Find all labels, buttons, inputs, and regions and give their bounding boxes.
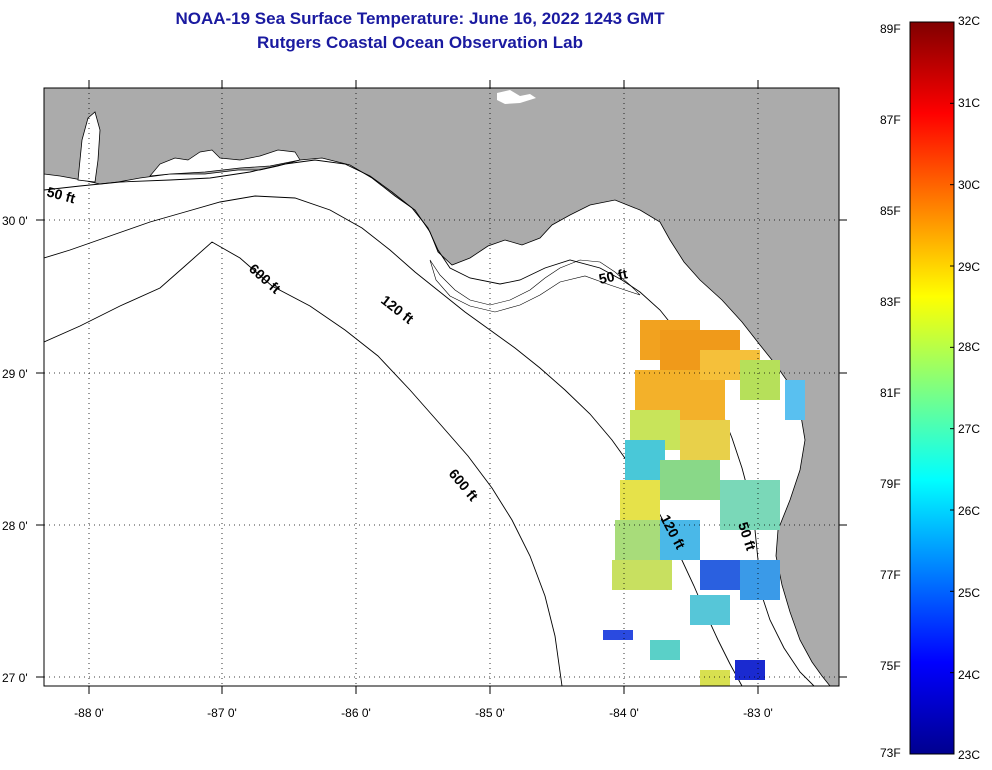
lon-label: -84 0': [609, 706, 639, 720]
colorbar-c-label: 26C: [958, 504, 981, 518]
lat-label: 28 0': [2, 519, 28, 533]
lon-label: -87 0': [207, 706, 237, 720]
colorbar-f-label: 77F: [880, 568, 901, 582]
colorbar-f-label: 87F: [880, 113, 901, 127]
sst-patch: [620, 480, 660, 520]
colorbar-f-label: 79F: [880, 477, 901, 491]
lake: [497, 90, 536, 104]
tick-marks: [36, 80, 847, 694]
colorbar-c-label: 28C: [958, 340, 981, 354]
lon-label: -85 0': [475, 706, 505, 720]
colorbar: [909, 21, 955, 755]
colorbar-f-label: 81F: [880, 386, 901, 400]
mobile-bay: [77, 111, 101, 183]
sst-patch: [735, 660, 765, 680]
map-title: NOAA-19 Sea Surface Temperature: June 16…: [175, 9, 665, 28]
sst-patch: [690, 595, 730, 625]
sst-patch: [660, 460, 720, 500]
contour-label: 50 ft: [597, 265, 629, 287]
colorbar-c-label: 27C: [958, 422, 981, 436]
big-bend-coast: [429, 259, 641, 313]
colorbar-c-label: 24C: [958, 668, 981, 682]
sst-patch: [785, 380, 805, 420]
sst-patch: [720, 480, 780, 530]
contour-120ft: [44, 195, 743, 686]
contour-600ft: [44, 241, 563, 686]
colorbar-f-label: 75F: [880, 659, 901, 673]
colorbar-c-label: 32C: [958, 14, 981, 28]
map-subtitle: Rutgers Coastal Ocean Observation Lab: [257, 33, 583, 52]
panhandle-bays: [149, 149, 301, 177]
colorbar-f-label: 85F: [880, 204, 901, 218]
lon-label: -88 0': [74, 706, 104, 720]
sst-patch: [650, 640, 680, 660]
lon-label: -83 0': [743, 706, 773, 720]
sst-data-patches: [603, 320, 805, 686]
sst-patch: [612, 560, 672, 590]
colorbar-f-label: 73F: [880, 746, 901, 760]
lat-label: 27 0': [2, 671, 28, 685]
colorbar-f-label: 83F: [880, 295, 901, 309]
colorbar-ticks: [950, 21, 954, 755]
sst-patch: [740, 560, 780, 600]
lat-label: 30 0': [2, 214, 28, 228]
sst-patch: [740, 360, 780, 400]
colorbar-c-label: 29C: [958, 260, 981, 274]
colorbar-f-label: 89F: [880, 22, 901, 36]
lat-label: 29 0': [2, 367, 28, 381]
sst-patch: [603, 630, 633, 640]
sst-patch: [660, 520, 700, 560]
colorbar-c-label: 30C: [958, 178, 981, 192]
colorbar-c-label: 31C: [958, 96, 981, 110]
sst-patch: [700, 670, 730, 686]
sst-patch: [700, 560, 740, 590]
land-mass: [44, 88, 839, 686]
lon-label: -86 0': [341, 706, 371, 720]
sst-patch: [680, 420, 730, 460]
sst-patch: [615, 520, 665, 560]
colorbar-c-label: 25C: [958, 586, 981, 600]
contour-label: 50 ft: [45, 183, 77, 206]
colorbar-c-label: 23C: [958, 748, 981, 762]
sst-patch: [625, 440, 665, 480]
map-frame: [43, 87, 840, 687]
